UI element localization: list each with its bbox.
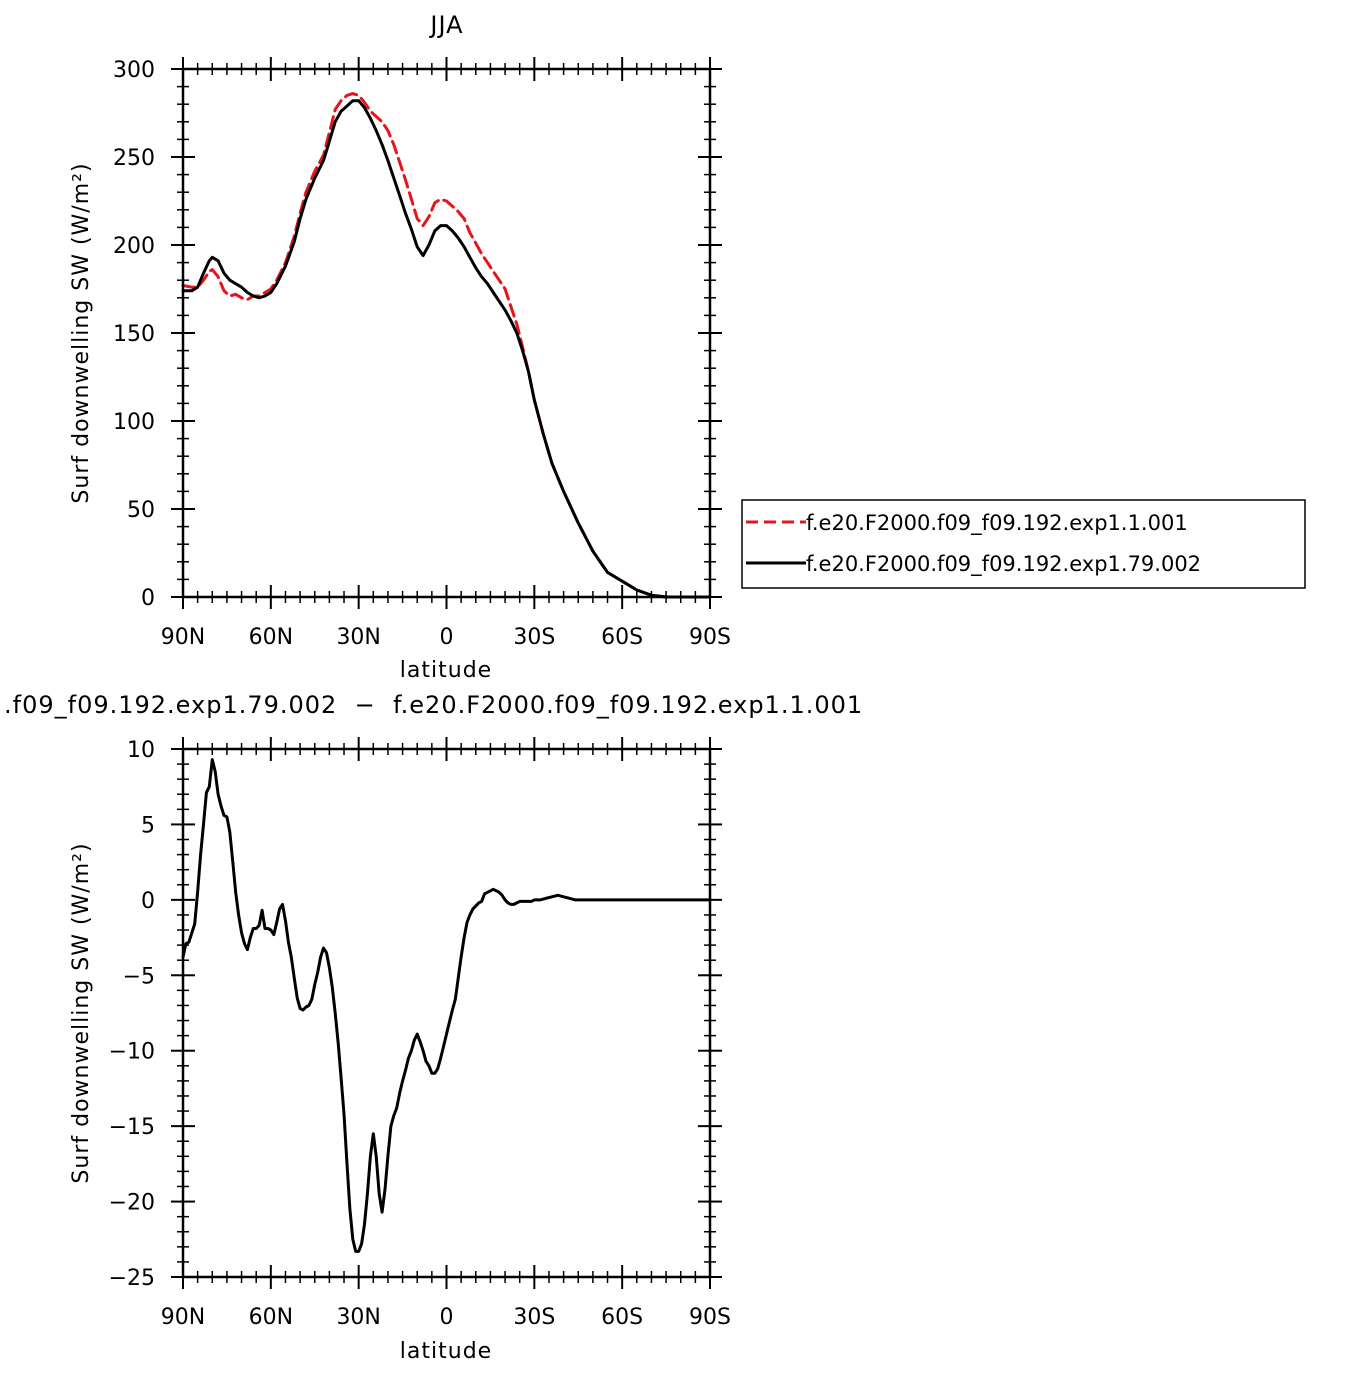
- bottom-plot-frame: [181, 747, 712, 1279]
- top-x-tick-label: 0: [440, 625, 454, 650]
- top-y-tick-label: 200: [113, 234, 155, 259]
- bottom-series-line-1: [181, 758, 712, 1253]
- legend-box: [741, 499, 1306, 589]
- bottom-x-tick-label: 90S: [689, 1305, 731, 1330]
- bottom-x-axis-label: latitude: [400, 1339, 492, 1364]
- top-y-tick-label: 0: [141, 586, 155, 611]
- legend-entry-2: f.e20.F2000.f09_f09.192.exp1.79.002: [806, 552, 1201, 577]
- bottom-x-tick-label: 30N: [336, 1305, 380, 1330]
- top-tick-marks: [171, 57, 722, 609]
- bottom-y-tick-label: 10: [127, 738, 155, 763]
- top-x-tick-label: 30N: [336, 625, 380, 650]
- bottom-y-tick-label: −25: [109, 1266, 155, 1291]
- top-x-axis-label: latitude: [400, 658, 492, 683]
- top-series-lines: [181, 92, 712, 599]
- bottom-tick-marks: [171, 737, 722, 1289]
- bottom-y-tick-label: 0: [141, 889, 155, 914]
- bottom-x-tick-labels: 90N 60N 30N 0 30S 60S 90S: [161, 1305, 731, 1330]
- top-y-tick-label: 100: [113, 410, 155, 435]
- bottom-y-axis-label: Surf downwelling SW (W/m²): [69, 842, 94, 1183]
- bottom-x-tick-label: 30S: [513, 1305, 555, 1330]
- top-y-tick-label: 250: [113, 146, 155, 171]
- bottom-y-tick-label: −5: [123, 964, 155, 989]
- legend-entry-1: f.e20.F2000.f09_f09.192.exp1.1.001: [806, 511, 1188, 536]
- bottom-series-lines: [181, 758, 712, 1253]
- bottom-y-tick-label: 5: [141, 813, 155, 838]
- top-x-tick-label: 90S: [689, 625, 731, 650]
- bottom-x-tick-label: 90N: [161, 1305, 205, 1330]
- top-x-tick-label: 30S: [513, 625, 555, 650]
- top-plot-frame: [181, 67, 712, 599]
- top-y-tick-label: 50: [127, 498, 155, 523]
- bottom-y-tick-label: −15: [109, 1115, 155, 1140]
- top-series-line-2: [181, 99, 712, 599]
- top-x-tick-label: 60N: [249, 625, 293, 650]
- top-y-tick-label: 300: [113, 58, 155, 83]
- top-panel: JJA 90N 60N 30N 0 30S 60S 90S 0 50 100 150 200 250 3…: [69, 11, 1306, 683]
- bottom-panel: .f09_f09.192.exp1.79.002 − f.e20.F2000.f…: [4, 691, 863, 1364]
- top-y-axis-label: Surf downwelling SW (W/m²): [69, 162, 94, 503]
- bottom-y-tick-labels: −25 −20 −15 −10 −5 0 5 10: [109, 738, 155, 1291]
- bottom-y-tick-label: −10: [109, 1040, 155, 1065]
- bottom-chart-title: .f09_f09.192.exp1.79.002 − f.e20.F2000.f…: [4, 691, 863, 719]
- top-chart-title: JJA: [428, 11, 463, 39]
- top-series-line-1: [181, 92, 712, 599]
- legend: f.e20.F2000.f09_f09.192.exp1.1.001 f.e20…: [741, 499, 1306, 589]
- bottom-x-tick-label: 0: [440, 1305, 454, 1330]
- bottom-y-tick-label: −20: [109, 1191, 155, 1216]
- bottom-x-tick-label: 60N: [249, 1305, 293, 1330]
- bottom-x-tick-label: 60S: [601, 1305, 643, 1330]
- top-y-tick-label: 150: [113, 322, 155, 347]
- top-y-tick-labels: 0 50 100 150 200 250 300: [113, 58, 155, 611]
- top-x-tick-label: 60S: [601, 625, 643, 650]
- top-x-tick-label: 90N: [161, 625, 205, 650]
- top-x-tick-labels: 90N 60N 30N 0 30S 60S 90S: [161, 625, 731, 650]
